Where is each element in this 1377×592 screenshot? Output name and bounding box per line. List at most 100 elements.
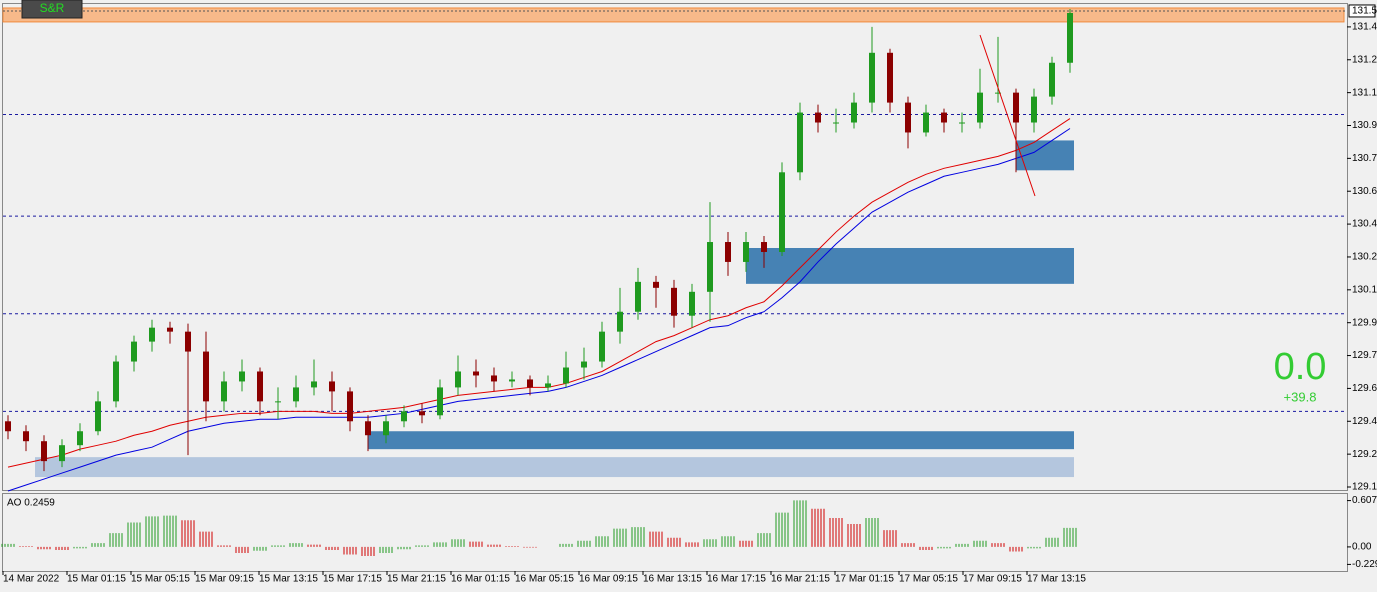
x-tick-label: 16 Mar 13:15 (643, 574, 702, 585)
candle-body (275, 401, 281, 403)
candle-body (599, 331, 605, 362)
candle-body (257, 371, 263, 402)
candle-body (347, 391, 353, 422)
indicator-tick-label: 0.6076 (1352, 495, 1377, 506)
y-tick-label: 130.1 (1352, 284, 1377, 295)
candle-body (1013, 92, 1019, 123)
moving-average (7, 118, 1071, 468)
candle-body (401, 411, 407, 422)
x-tick-label: 16 Mar 17:15 (707, 574, 766, 585)
y-tick-label: 130.6 (1352, 186, 1377, 197)
candle-body (293, 387, 299, 402)
candle-body (311, 381, 317, 388)
candle-body (59, 445, 65, 462)
x-tick-label: 16 Mar 09:15 (579, 574, 638, 585)
y-tick-label: 131.2 (1352, 54, 1377, 65)
candle-body (95, 401, 101, 432)
candle-body (563, 367, 569, 384)
y-tick-label: 130.9 (1352, 120, 1377, 131)
x-tick-label: 17 Mar 05:15 (899, 574, 958, 585)
x-tick-label: 15 Mar 13:15 (259, 574, 318, 585)
y-tick-label: 129.9 (1352, 317, 1377, 328)
x-tick-label: 17 Mar 01:15 (835, 574, 894, 585)
candle-body (203, 351, 209, 402)
candle-body (5, 421, 11, 432)
candle-body (815, 112, 821, 123)
candle-body (959, 122, 965, 124)
candle-body (149, 327, 155, 342)
candle-body (887, 52, 893, 103)
y-tick-label: 129.6 (1352, 383, 1377, 394)
indicator-tick-label: -0.2295 (1352, 559, 1377, 570)
x-tick-label: 16 Mar 21:15 (771, 574, 830, 585)
candle-body (419, 411, 425, 416)
candle-body (707, 242, 713, 292)
candle-body (491, 375, 497, 382)
candle-body (527, 379, 533, 388)
candle-body (689, 291, 695, 316)
trend-line (979, 34, 1036, 197)
candle-body (437, 387, 443, 416)
candle-body (1031, 96, 1037, 123)
main-panel (2, 3, 1348, 491)
candle-body (239, 371, 245, 382)
y-tick-label: 131.4 (1352, 22, 1377, 33)
candle-body (221, 381, 227, 402)
big-value: 0.0 (1274, 346, 1327, 388)
candle-body (383, 421, 389, 436)
candle-body (779, 172, 785, 252)
candle-body (653, 281, 659, 288)
candle-body (455, 371, 461, 388)
candle-body (833, 122, 839, 124)
y-tick-label: 129.4 (1352, 416, 1377, 427)
big-change: +39.8 (1284, 389, 1317, 404)
candle-body (1049, 62, 1055, 97)
candle-body (905, 102, 911, 133)
resistance-band (2, 7, 1345, 23)
candle-body (851, 102, 857, 123)
candle-body (185, 331, 191, 352)
candle-body (113, 361, 119, 402)
candle-body (473, 371, 479, 376)
x-tick-label: 16 Mar 01:15 (451, 574, 510, 585)
candle-body (995, 92, 1001, 94)
moving-average (7, 128, 1071, 492)
y-tick-label: 129.1 (1352, 482, 1377, 493)
current-price-box (1348, 4, 1376, 18)
candle-body (365, 421, 371, 436)
y-tick-label: 131.1 (1352, 87, 1377, 98)
candle-body (725, 242, 731, 262)
x-tick-label: 15 Mar 05:15 (131, 574, 190, 585)
candle-body (671, 287, 677, 316)
sr-button[interactable] (21, 0, 83, 19)
current-price-label: 131.5 (1352, 6, 1377, 17)
y-tick-label: 130.2 (1352, 252, 1377, 263)
sr-zone (368, 431, 1074, 450)
sr-label[interactable]: S&R (40, 1, 65, 15)
x-tick-label: 17 Mar 09:15 (963, 574, 1022, 585)
sr-zone (35, 457, 1074, 478)
indicator-label: AO 0.2459 (7, 498, 55, 509)
candle-body (23, 431, 29, 442)
candle-body (77, 431, 83, 446)
candle-body (329, 381, 335, 392)
x-tick-label: 14 Mar 2022 (3, 574, 60, 585)
indicator-tick-label: 0.00 (1352, 542, 1372, 553)
candle-body (41, 441, 47, 462)
candle-body (743, 242, 749, 262)
x-tick-label: 17 Mar 13:15 (1027, 574, 1086, 585)
candle-body (941, 112, 947, 123)
candle-body (131, 341, 137, 362)
candle-body (617, 311, 623, 332)
indicator-panel (2, 493, 1348, 572)
y-tick-label: 130.4 (1352, 219, 1377, 230)
y-tick-label: 129.2 (1352, 449, 1377, 460)
candle-body (923, 112, 929, 133)
candle-body (761, 242, 767, 252)
candle-body (635, 281, 641, 312)
x-tick-label: 15 Mar 17:15 (323, 574, 382, 585)
candle-body (509, 379, 515, 382)
x-tick-label: 15 Mar 21:15 (387, 574, 446, 585)
y-tick-label: 130.7 (1352, 153, 1377, 164)
